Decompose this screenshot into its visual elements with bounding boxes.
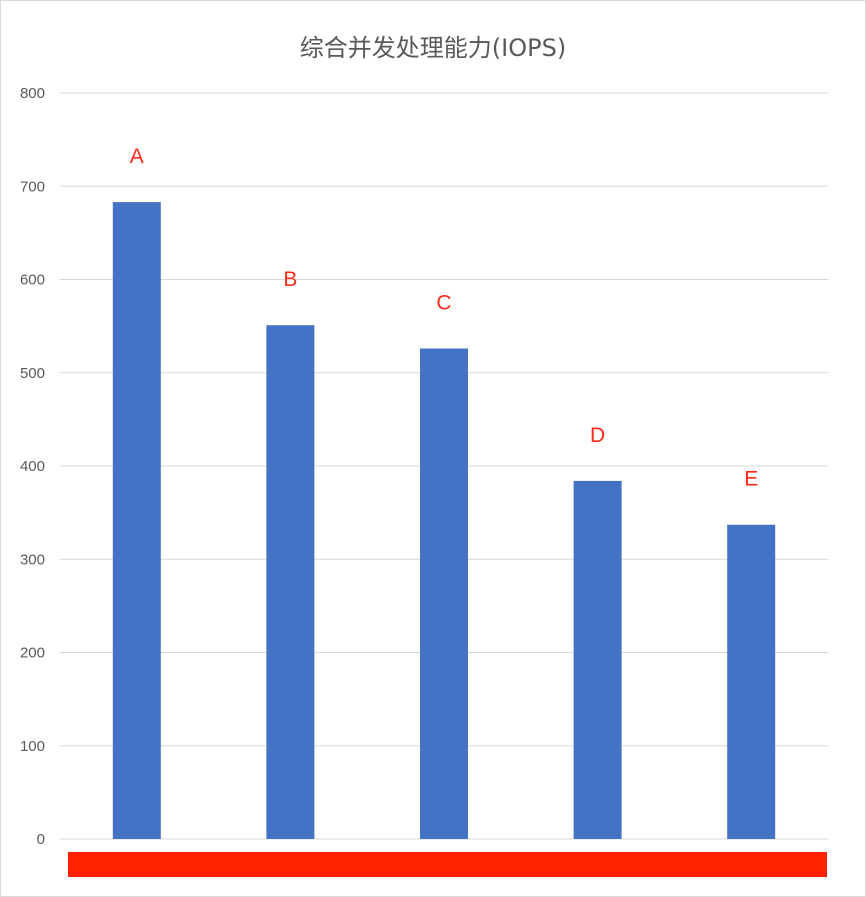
data-label-b: B <box>283 268 297 291</box>
y-tick-label: 700 <box>20 178 45 195</box>
y-tick-label: 800 <box>20 85 45 102</box>
y-tick-label: 200 <box>20 645 45 662</box>
bar-a <box>112 202 161 840</box>
redaction-bar <box>68 852 827 877</box>
y-tick-label: 400 <box>20 458 45 475</box>
y-axis-ticks: 0 100 200 300 400 500 600 700 800 <box>20 85 45 848</box>
data-label-d: D <box>590 424 605 447</box>
y-tick-label: 500 <box>20 365 45 382</box>
data-label-c: C <box>436 292 451 315</box>
data-label-a: A <box>130 145 144 168</box>
chart-title: 综合并发处理能力(IOPS) <box>299 34 567 62</box>
bar-c <box>420 348 468 839</box>
bar-d <box>573 480 622 839</box>
y-tick-label: 0 <box>37 831 45 848</box>
data-label-e: E <box>744 468 758 491</box>
bar-e <box>727 524 776 839</box>
bar-labels: A B C D E <box>130 145 758 491</box>
y-tick-label: 600 <box>20 272 45 289</box>
y-tick-label: 100 <box>20 738 45 755</box>
bars <box>112 202 776 840</box>
y-tick-label: 300 <box>20 551 45 568</box>
bar-b <box>266 325 315 839</box>
